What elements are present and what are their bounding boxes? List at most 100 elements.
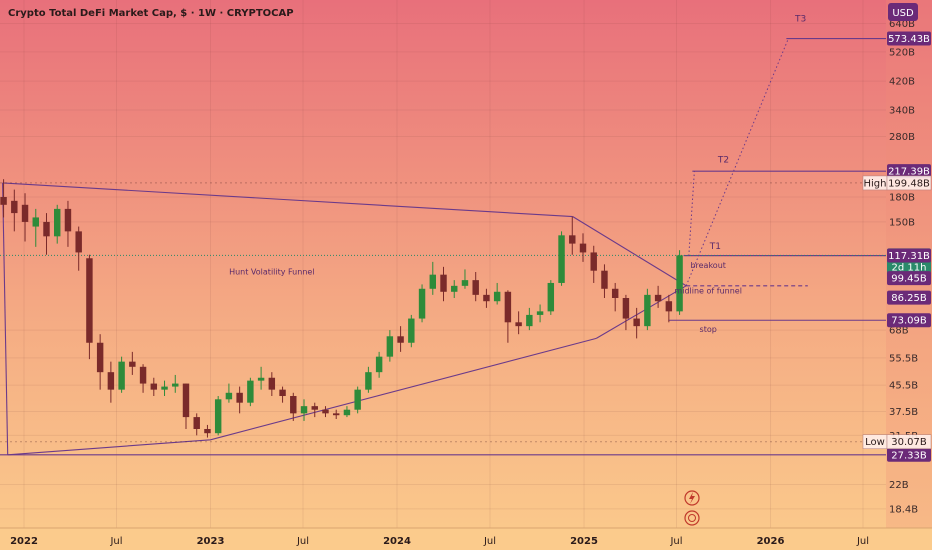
currency-button-label[interactable]: USD: [892, 8, 914, 19]
candle-body: [418, 288, 426, 319]
candle-body: [601, 270, 608, 289]
candle-body: [118, 361, 125, 390]
y-tick-label: 22B: [889, 480, 909, 491]
time-axis: 2022 Jul 2023 Jul 2024 Jul 2025 Jul 2026 Jul: [10, 536, 869, 547]
candle-body: [354, 389, 361, 410]
candle-body: [257, 377, 265, 381]
price-tag[interactable]: [887, 164, 931, 179]
price-tag-label: 217.39B: [888, 167, 930, 178]
candle-body: [182, 383, 190, 418]
candle-body: [429, 274, 436, 289]
y-tick-label: 55.5B: [889, 353, 918, 364]
candle-body: [0, 196, 7, 205]
price-tag[interactable]: [887, 313, 931, 328]
candle-body: [161, 386, 168, 390]
earnings-icon[interactable]: [684, 510, 700, 526]
extreme-value-box: [886, 175, 932, 191]
candle-body: [536, 311, 544, 315]
candle-body: [236, 392, 243, 403]
candle-body: [300, 406, 308, 414]
y-tick-label: 640B: [889, 19, 915, 30]
candle-body: [311, 406, 318, 410]
candle-body: [129, 361, 136, 367]
y-tick-label: 280B: [889, 132, 915, 143]
x-tick-label: 2023: [197, 536, 225, 547]
level-layer: [0, 37, 886, 456]
candle-body: [611, 288, 619, 298]
candle-body: [247, 380, 254, 403]
annotation-label: Hunt Volatility Funnel: [229, 268, 314, 277]
candle-body: [279, 389, 286, 397]
candle-body: [290, 396, 297, 414]
funnel-left-line: [2, 182, 9, 455]
candle-body: [472, 280, 479, 295]
y-tick-label: 340B: [889, 106, 915, 117]
candle-body: [440, 274, 447, 292]
candle-body: [375, 356, 383, 373]
candle-layer: [0, 179, 683, 438]
projection-line: [685, 38, 789, 286]
candle-body: [75, 231, 82, 253]
candle-body: [547, 282, 555, 312]
y-tick-label: 45.5B: [889, 381, 918, 392]
annotation-label: stop: [700, 325, 717, 334]
price-tag[interactable]: [887, 271, 931, 286]
annotation-label: T2: [717, 155, 729, 165]
funnel-layer: [2, 38, 808, 456]
annotation-label: breakout: [690, 261, 725, 270]
x-tick-label: Jul: [109, 536, 122, 547]
price-tag-label: 117.31B: [888, 251, 930, 262]
candle-body: [139, 366, 147, 384]
x-tick-label: Jul: [669, 536, 682, 547]
candle-body: [558, 235, 565, 283]
candle-body: [86, 258, 93, 343]
candle-body: [343, 409, 351, 416]
candle-body: [150, 383, 158, 390]
grid-layer: [0, 0, 886, 528]
price-tag-label: 86.25B: [891, 293, 927, 304]
candle-body: [193, 417, 200, 429]
price-tag-label: 27.33B: [891, 450, 927, 461]
candle-body: [397, 336, 404, 343]
candle-body: [11, 200, 18, 214]
price-tag[interactable]: [887, 447, 931, 462]
candle-body: [569, 235, 576, 244]
y-tick-label: 420B: [889, 77, 915, 88]
y-tick-label: 150B: [889, 217, 915, 228]
time-axis-panel[interactable]: [0, 528, 932, 550]
x-tick-label: 2022: [10, 536, 38, 547]
candle-body: [386, 336, 394, 357]
annot-layer: T3 T2 T1 breakout midline of funnel stop Hunt …: [229, 14, 806, 334]
candle-body: [579, 243, 587, 253]
candle-body: [204, 428, 211, 434]
y-tick-label: 18.4B: [889, 504, 918, 515]
price-tag[interactable]: [887, 259, 931, 274]
candle-body: [43, 221, 50, 237]
funnel-lower-line: [7, 337, 597, 456]
extreme-value: 30.07B: [891, 437, 927, 448]
annotation-label: T1: [709, 242, 721, 252]
candle-body: [622, 297, 630, 319]
candle-body: [214, 399, 222, 434]
x-tick-label: Jul: [296, 536, 309, 547]
projection-line: [688, 171, 695, 256]
price-tag[interactable]: [887, 290, 931, 305]
extreme-label: Low: [865, 437, 885, 448]
candle-body: [461, 280, 469, 286]
price-tag[interactable]: [887, 31, 931, 46]
candle-body: [526, 314, 533, 327]
x-tick-label: 2025: [570, 536, 598, 547]
extreme-label: High: [864, 178, 887, 189]
y-tick-label: 68B: [889, 326, 909, 337]
price-tag[interactable]: [887, 248, 931, 263]
candle-body: [644, 294, 651, 327]
candle-body: [654, 294, 662, 302]
lightning-icon[interactable]: [684, 490, 700, 506]
price-tag-label: 573.43B: [888, 34, 930, 45]
candle-body: [504, 291, 512, 323]
candle-body: [483, 294, 490, 302]
candle-body: [268, 377, 276, 390]
currency-button[interactable]: [888, 3, 918, 21]
